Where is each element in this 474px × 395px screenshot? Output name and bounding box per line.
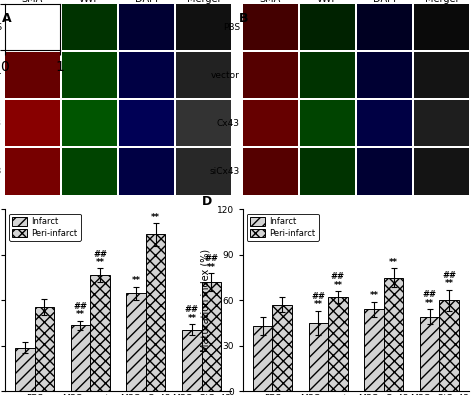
Text: **: ** [389,258,398,267]
Y-axis label: siCx43: siCx43 [0,167,2,176]
Y-axis label: PBS: PBS [0,23,2,32]
Bar [35,307,54,391]
Text: ##: ## [185,305,199,314]
Title: DAPI: DAPI [135,0,158,4]
Bar [146,235,165,391]
Bar [309,323,328,391]
Title: SMA: SMA [22,0,43,4]
Y-axis label: Maturation index (%): Maturation index (%) [201,249,211,352]
Bar [90,275,109,391]
Text: **: ** [314,300,323,309]
Title: vWF: vWF [317,0,338,4]
Text: D: D [202,195,212,208]
Text: **: ** [333,281,342,290]
Text: **: ** [95,258,104,267]
Bar [273,305,292,391]
Text: ##: ## [73,302,88,311]
Y-axis label: vector: vector [0,71,2,80]
Title: SMA: SMA [260,0,281,4]
Y-axis label: PBS: PBS [223,23,240,32]
Bar [127,293,146,391]
Text: **: ** [425,299,434,308]
Title: vWF: vWF [79,0,100,4]
Text: B: B [239,12,249,25]
Title: DAPI: DAPI [373,0,396,4]
Bar [15,348,35,391]
Bar [328,297,347,391]
Bar [182,330,201,391]
Text: A: A [2,12,12,25]
Bar [384,278,403,391]
Text: ##: ## [204,254,219,263]
Text: ##: ## [442,271,456,280]
Bar [253,326,273,391]
Title: Merger: Merger [187,0,221,4]
Legend: Infarct, Peri-infarct: Infarct, Peri-infarct [9,214,81,241]
Bar [71,325,90,391]
Y-axis label: siCx43: siCx43 [210,167,240,176]
Text: **: ** [445,279,454,288]
Bar [201,282,221,391]
Text: **: ** [207,263,216,271]
Text: **: ** [370,291,379,300]
Y-axis label: Cx43: Cx43 [0,119,2,128]
Bar [420,317,439,391]
Text: **: ** [132,276,141,285]
Y-axis label: Cx43: Cx43 [217,119,240,128]
Text: ##: ## [311,292,325,301]
Bar [439,300,459,391]
Text: **: ** [151,213,160,222]
Y-axis label: vector: vector [211,71,240,80]
Legend: Infarct, Peri-infarct: Infarct, Peri-infarct [247,214,319,241]
Text: **: ** [76,310,85,319]
Title: Merger: Merger [425,0,459,4]
Text: ##: ## [331,272,345,281]
Bar [365,309,384,391]
Text: **: ** [187,314,196,323]
Text: ##: ## [93,250,107,258]
Text: ##: ## [423,290,437,299]
